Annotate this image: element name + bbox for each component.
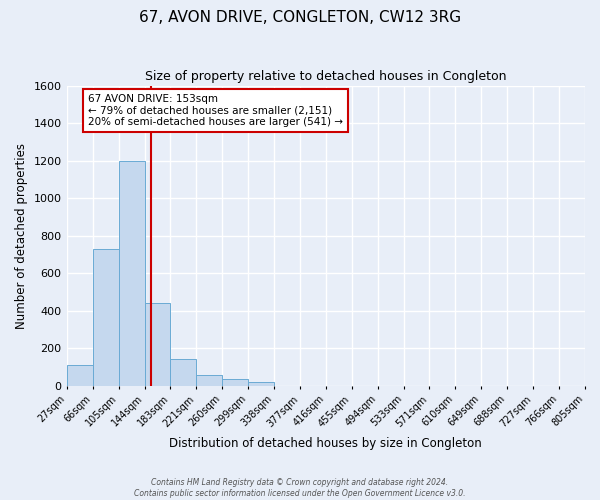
Bar — [196, 375, 222, 386]
Bar — [145, 304, 170, 386]
Bar — [248, 382, 274, 386]
X-axis label: Distribution of detached houses by size in Congleton: Distribution of detached houses by size … — [169, 437, 482, 450]
Bar — [170, 359, 196, 386]
Text: 67 AVON DRIVE: 153sqm
← 79% of detached houses are smaller (2,151)
20% of semi-d: 67 AVON DRIVE: 153sqm ← 79% of detached … — [88, 94, 343, 127]
Bar — [92, 249, 119, 386]
Bar — [67, 366, 92, 386]
Bar — [119, 160, 145, 386]
Title: Size of property relative to detached houses in Congleton: Size of property relative to detached ho… — [145, 70, 506, 83]
Bar — [222, 380, 248, 386]
Text: 67, AVON DRIVE, CONGLETON, CW12 3RG: 67, AVON DRIVE, CONGLETON, CW12 3RG — [139, 10, 461, 25]
Y-axis label: Number of detached properties: Number of detached properties — [15, 143, 28, 329]
Text: Contains HM Land Registry data © Crown copyright and database right 2024.
Contai: Contains HM Land Registry data © Crown c… — [134, 478, 466, 498]
